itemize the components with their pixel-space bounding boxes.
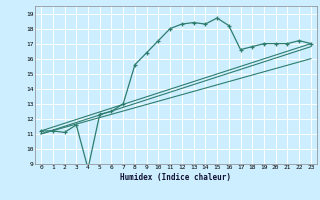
X-axis label: Humidex (Indice chaleur): Humidex (Indice chaleur) <box>121 173 231 182</box>
